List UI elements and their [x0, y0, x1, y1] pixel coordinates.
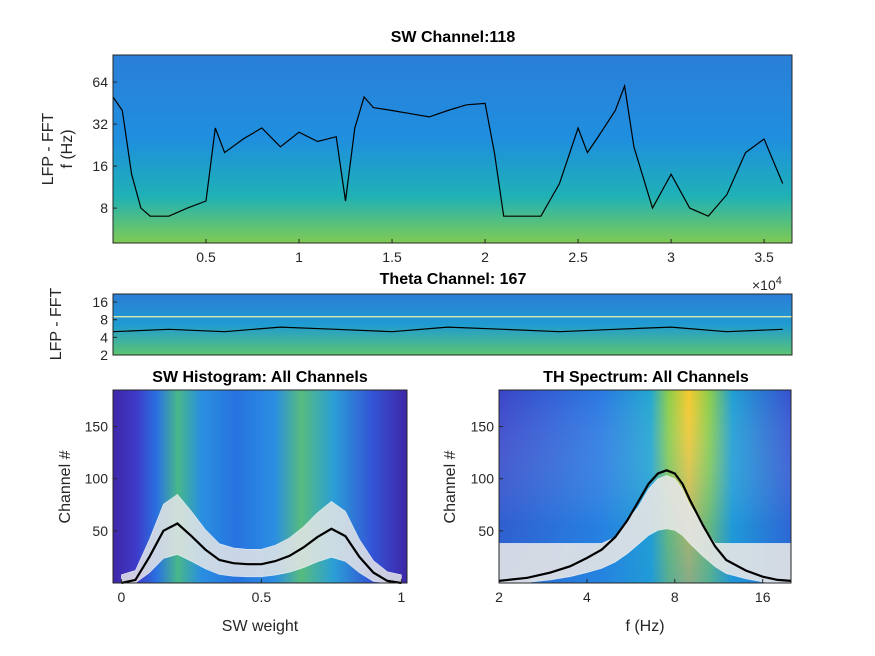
- theta-spectrogram-frame: [112, 293, 793, 356]
- y-tick-label: 50: [478, 523, 494, 539]
- sw-spectrogram-ylabel-line2: f (Hz): [59, 129, 76, 168]
- sw-spectrogram-ylabel-line1: LFP - FFT: [40, 112, 57, 185]
- x-tick-label: 1.5: [382, 249, 402, 265]
- theta-spectrogram-title: Theta Channel: 167: [380, 271, 527, 288]
- sw-histogram-ylabel: Channel #: [57, 450, 74, 523]
- sw-histogram-y-ticks: 50 100 150: [85, 419, 117, 539]
- th-spectrum-xlabel: f (Hz): [625, 618, 664, 635]
- sw-histogram-x-ticks: 0 0.5 1: [118, 579, 406, 605]
- y-tick-label: 4: [100, 329, 108, 345]
- x-tick-label: 2.5: [568, 249, 588, 265]
- sw-spectrogram-series-line: [112, 83, 784, 217]
- x-tick-label: 4: [583, 589, 591, 605]
- th-spectrum-frame: [498, 389, 792, 584]
- sw-spectrogram-x-exponent: ×104: [752, 275, 782, 293]
- y-tick-label: 64: [92, 74, 108, 90]
- theta-spectrogram-y-ticks: 2 48 16: [92, 294, 117, 363]
- theta-spectrogram-series-line: [112, 326, 783, 333]
- th-spectrum-title: TH Spectrum: All Channels: [543, 369, 749, 386]
- sw-spectrogram-title: SW Channel:118: [391, 29, 516, 46]
- th-spectrum-panel: TH Spectrum: All Channels 2 4 8 16 50 100 150…: [442, 369, 792, 635]
- sw-spectrogram-panel: SW Channel:118 0.5 1 1.5 2 2.5 3 3.5 8 16 32 64 L…: [40, 29, 793, 293]
- theta-spectrogram-image: [113, 294, 792, 355]
- x-tick-label: 0.5: [252, 589, 272, 605]
- y-tick-label: 100: [471, 471, 495, 487]
- y-tick-label: 8: [100, 312, 108, 328]
- sw-histogram-title: SW Histogram: All Channels: [152, 369, 368, 386]
- x-tick-label: 1: [295, 249, 303, 265]
- sw-histogram-xlabel: SW weight: [222, 618, 299, 635]
- y-tick-label: 16: [92, 158, 108, 174]
- sw-histogram-panel: SW Histogram: All Channels 0 0.5 1 5010015…: [57, 369, 408, 635]
- x-tick-label: 16: [755, 589, 771, 605]
- x-tick-label: 8: [671, 589, 679, 605]
- th-spectrum-x-ticks: 2 4 8 16: [495, 579, 771, 605]
- x-tick-label: 1: [398, 589, 406, 605]
- x-tick-label: 2: [495, 589, 503, 605]
- y-tick-label: 8: [100, 200, 108, 216]
- y-tick-label: 100: [85, 471, 109, 487]
- x-tick-label: 3.5: [754, 249, 774, 265]
- x-tick-label: 0: [118, 589, 126, 605]
- y-tick-label: 16: [92, 294, 108, 310]
- th-spectrum-ylabel: Channel #: [442, 450, 459, 523]
- x-tick-label: 3: [667, 249, 675, 265]
- sw-spectrogram-frame: [112, 54, 793, 244]
- x-tick-label: 0.5: [196, 249, 216, 265]
- th-spectrum-y-ticks: 50 100 150: [471, 419, 503, 539]
- x-exponent-power: 4: [776, 275, 782, 287]
- sw-histogram-series-line: [121, 522, 402, 585]
- y-tick-label: 150: [85, 419, 109, 435]
- sw-spectrogram-image: [113, 55, 792, 243]
- y-tick-label: 32: [92, 116, 108, 132]
- x-exponent-base: ×10: [752, 277, 776, 293]
- theta-spectrogram-ylabel: LFP - FFT: [48, 287, 65, 360]
- th-spectrum-series-line: [498, 469, 792, 582]
- x-tick-label: 2: [481, 249, 489, 265]
- y-tick-label: 2: [100, 347, 108, 363]
- sw-spectrogram-x-ticks: 0.5 1 1.5 2 2.5 3 3.5: [196, 239, 774, 265]
- y-tick-label: 150: [471, 419, 495, 435]
- sw-histogram-frame: [112, 389, 408, 584]
- y-tick-label: 50: [92, 523, 108, 539]
- sw-spectrogram-y-ticks: 8 16 32 64: [92, 74, 117, 216]
